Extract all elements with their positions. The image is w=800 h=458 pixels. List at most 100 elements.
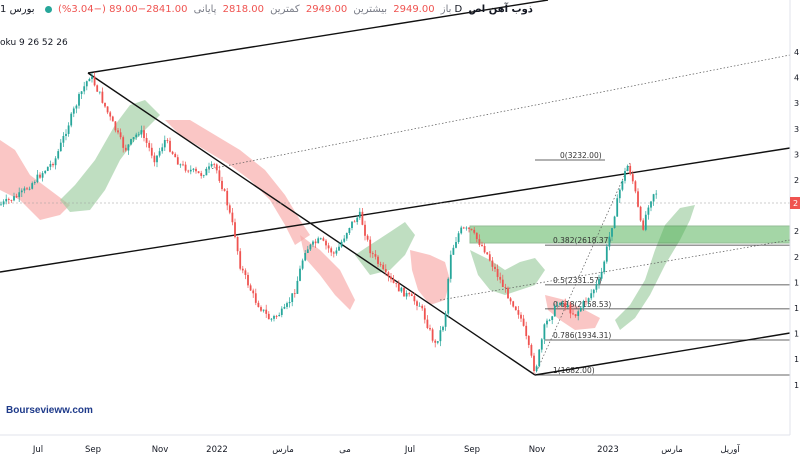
candle-body-28 <box>72 108 75 114</box>
candle-body-201 <box>522 318 525 326</box>
candle-body-33 <box>85 81 88 87</box>
candle-body-163 <box>423 308 426 320</box>
candle-body-126 <box>327 245 330 249</box>
low-label: کمترین <box>270 4 300 15</box>
candle-body-135 <box>351 221 353 228</box>
candle-body-123 <box>319 238 322 240</box>
candle-body-150 <box>390 276 392 280</box>
candle-body-91 <box>236 237 239 252</box>
candle-body-71 <box>184 164 187 171</box>
candle-body-72 <box>187 170 190 172</box>
time-tick-6: Jul <box>404 445 415 455</box>
price-tick-7: 2 <box>794 227 799 236</box>
candle-body-117 <box>304 253 307 261</box>
candle-body-75 <box>195 168 197 172</box>
candle-body-198 <box>514 306 517 311</box>
candle-body-26 <box>67 125 70 134</box>
candle-body-89 <box>231 212 234 223</box>
candle-body-153 <box>397 283 400 292</box>
candle-body-22 <box>57 151 60 159</box>
candle-body-127 <box>330 248 333 253</box>
candle-body-35 <box>91 76 93 79</box>
candle-body-220 <box>572 313 574 315</box>
candle-body-58 <box>150 147 153 156</box>
candle-body-139 <box>361 211 364 225</box>
candle-body-13 <box>33 182 36 184</box>
candle-body-1 <box>2 201 5 205</box>
candle-body-97 <box>252 290 255 294</box>
candle-body-119 <box>309 244 312 250</box>
candle-body-245 <box>637 191 639 207</box>
candle-body-92 <box>239 251 242 269</box>
candle-body-204 <box>530 344 533 356</box>
pitchfork-lower <box>534 332 791 376</box>
candle-body-164 <box>426 319 429 329</box>
candle-body-10 <box>26 188 28 190</box>
candle-body-96 <box>249 285 252 291</box>
candle-body-118 <box>306 249 309 254</box>
candle-body-151 <box>392 279 395 283</box>
candle-body-69 <box>179 164 182 166</box>
candle-body-200 <box>520 314 522 319</box>
candle-body-129 <box>335 250 338 254</box>
candle-body-60 <box>156 155 158 163</box>
candle-body-216 <box>561 302 564 304</box>
candle-body-93 <box>241 268 244 271</box>
candle-body-238 <box>618 189 621 199</box>
candle-body-157 <box>408 293 411 295</box>
candle-body-189 <box>491 260 494 267</box>
candle-body-74 <box>192 168 195 170</box>
candle-body-95 <box>247 274 249 286</box>
candle-body-59 <box>153 155 156 163</box>
candle-body-176 <box>457 233 460 243</box>
candle-body-239 <box>621 180 624 190</box>
candle-body-52 <box>135 134 138 138</box>
indicator-legend[interactable]: oku 9 26 52 26 <box>0 38 68 48</box>
candle-body-197 <box>512 301 515 307</box>
candle-body-11 <box>28 188 31 190</box>
candle-body-186 <box>483 246 486 253</box>
candle-body-20 <box>52 163 54 166</box>
candle-body-81 <box>210 163 213 167</box>
candle-body-57 <box>148 142 151 148</box>
candle-body-128 <box>332 252 335 254</box>
candle-body-87 <box>226 190 229 206</box>
candle-body-14 <box>36 174 39 183</box>
candle-body-181 <box>470 228 473 230</box>
candle-body-116 <box>301 260 304 269</box>
fib-label-4: 0.786(1934.31) <box>553 331 611 340</box>
fib-trend-line <box>534 162 631 376</box>
candle-body-46 <box>119 132 122 138</box>
candle-body-170 <box>442 326 444 331</box>
candle-body-203 <box>527 335 530 345</box>
candle-body-232 <box>603 261 606 272</box>
candle-body-103 <box>267 313 270 320</box>
candle-body-101 <box>262 309 265 311</box>
interval-label[interactable]: 1D <box>0 4 463 15</box>
candle-body-70 <box>182 164 184 166</box>
candle-body-15 <box>39 174 41 178</box>
candle-body-48 <box>124 147 127 151</box>
time-tick-8: Nov <box>529 445 546 455</box>
price-tick-5: 2 <box>794 176 799 185</box>
time-tick-9: 2023 <box>597 445 619 455</box>
candle-body-152 <box>395 282 398 284</box>
candle-body-179 <box>465 227 468 229</box>
candle-body-12 <box>31 183 34 189</box>
dotted-channel-upper <box>204 54 791 171</box>
candle-body-182 <box>473 229 476 233</box>
candle-body-167 <box>434 340 437 343</box>
bull-cloud-8 <box>615 205 695 330</box>
symbol-name[interactable]: ذوب آهن اص <box>468 4 533 15</box>
candle-body-173 <box>449 254 452 279</box>
candle-body-252 <box>655 193 658 195</box>
candle-body-114 <box>296 280 299 294</box>
candle-body-143 <box>371 253 374 255</box>
bull-cloud-4 <box>355 222 415 275</box>
candle-body-21 <box>54 158 57 166</box>
candle-body-115 <box>299 268 301 281</box>
candle-body-165 <box>429 328 431 330</box>
candle-body-194 <box>504 287 507 288</box>
